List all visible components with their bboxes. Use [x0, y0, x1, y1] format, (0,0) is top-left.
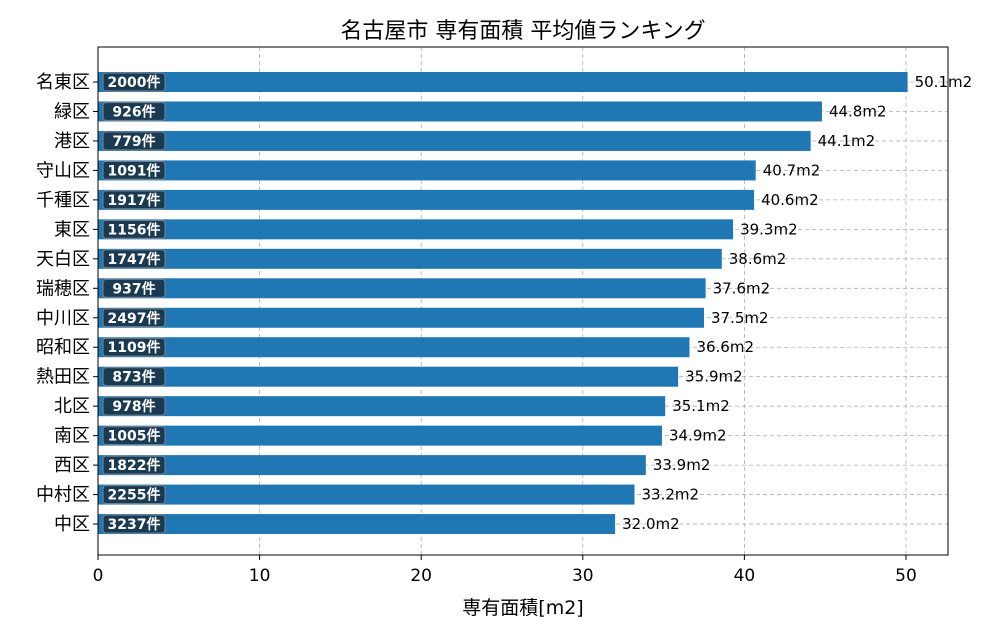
value-label: 37.5m2 — [711, 309, 769, 327]
x-tick-label: 40 — [734, 566, 756, 586]
chart-title: 名古屋市 専有面積 平均値ランキング — [340, 19, 705, 44]
count-label: 937件 — [112, 280, 155, 297]
count-badge — [102, 160, 166, 181]
count-badge — [102, 426, 166, 446]
x-axis-label: 専有面積[m2] — [462, 597, 583, 619]
bar — [98, 248, 722, 269]
y-tick-label: 千種区 — [36, 190, 90, 211]
labels: 50.1m2 2000件 44.8m2 926件 44.1m2 779件 40.7m2 109… — [102, 72, 973, 534]
count-badge — [102, 308, 166, 328]
count-label: 2000件 — [108, 74, 161, 91]
y-tick-label: 北区 — [54, 396, 90, 417]
count-badge — [102, 72, 166, 92]
count-badge — [102, 278, 166, 298]
bar — [98, 425, 662, 446]
count-label: 926件 — [112, 103, 155, 120]
x-tick-label: 30 — [572, 566, 594, 586]
bar — [98, 278, 706, 299]
y-tick-label: 守山区 — [36, 160, 90, 181]
count-badge — [102, 514, 166, 534]
value-label: 35.1m2 — [672, 397, 730, 415]
value-label: 33.2m2 — [642, 486, 700, 504]
x-tick-label: 50 — [895, 566, 917, 586]
bars — [98, 72, 908, 535]
y-tick-label: 昭和区 — [36, 337, 90, 358]
count-label: 1005件 — [108, 428, 161, 445]
value-label: 37.6m2 — [713, 279, 771, 297]
value-label: 39.3m2 — [740, 220, 798, 238]
value-label: 38.6m2 — [729, 250, 787, 268]
count-label: 873件 — [112, 369, 155, 386]
count-badge — [102, 484, 166, 505]
count-badge — [102, 190, 166, 210]
value-label: 34.9m2 — [669, 427, 727, 445]
count-label: 1156件 — [108, 221, 161, 238]
count-label: 3237件 — [108, 516, 161, 533]
count-badge — [102, 455, 166, 475]
y-tick-label: 緑区 — [54, 101, 90, 122]
count-label: 2255件 — [108, 487, 161, 504]
x-axis: 0 10 20 30 40 50 — [93, 555, 917, 586]
bar — [98, 219, 734, 240]
count-badge — [102, 131, 166, 151]
bar — [98, 337, 690, 358]
value-label: 33.9m2 — [653, 456, 711, 474]
bar — [98, 130, 811, 151]
bar — [98, 484, 635, 505]
y-tick-label: 東区 — [54, 219, 90, 240]
value-label: 35.9m2 — [685, 368, 743, 386]
count-label: 2497件 — [108, 310, 161, 327]
y-tick-label: 熱田区 — [36, 367, 90, 388]
value-label: 40.6m2 — [761, 191, 819, 209]
x-tick-label: 10 — [249, 566, 271, 586]
count-badge — [102, 249, 166, 269]
x-tick-label: 20 — [410, 566, 432, 586]
count-label: 1917件 — [108, 192, 161, 209]
bar — [98, 455, 646, 476]
plot-frame — [97, 46, 949, 556]
value-label: 36.6m2 — [696, 338, 754, 356]
value-label: 40.7m2 — [763, 161, 821, 179]
y-tick-label: 中川区 — [36, 308, 90, 329]
y-axis: 名東区緑区港区守山区千種区東区天白区瑞穂区中川区昭和区熱田区北区南区西区中村区中… — [36, 72, 98, 535]
bar — [98, 514, 616, 535]
x-tick-label: 0 — [93, 566, 104, 586]
bar — [98, 307, 704, 328]
y-tick-label: 港区 — [54, 131, 90, 152]
value-label: 44.8m2 — [829, 102, 887, 120]
count-label: 1747件 — [108, 251, 161, 268]
bar — [98, 72, 908, 92]
count-label: 1822件 — [108, 457, 161, 474]
count-label: 1091件 — [108, 162, 161, 179]
bar — [98, 189, 755, 210]
y-tick-label: 南区 — [54, 426, 90, 447]
bar — [98, 101, 822, 122]
y-tick-label: 中村区 — [36, 485, 90, 506]
count-badge — [102, 101, 166, 122]
y-tick-label: 中区 — [54, 514, 90, 535]
bar — [98, 160, 756, 181]
y-tick-label: 名東区 — [36, 72, 90, 93]
count-badge — [102, 219, 166, 239]
value-label: 32.0m2 — [622, 515, 680, 533]
y-tick-label: 瑞穂区 — [36, 278, 90, 299]
value-label: 50.1m2 — [915, 73, 973, 91]
value-label: 44.1m2 — [818, 132, 876, 150]
grid — [97, 47, 948, 555]
count-label: 978件 — [112, 398, 155, 415]
y-tick-label: 西区 — [54, 455, 90, 476]
count-label: 779件 — [112, 133, 155, 150]
count-badge — [102, 337, 166, 357]
bar — [98, 396, 666, 417]
bar — [98, 366, 679, 387]
count-badge — [102, 396, 166, 416]
y-tick-label: 天白区 — [36, 249, 90, 270]
count-badge — [102, 367, 166, 387]
count-label: 1109件 — [108, 339, 161, 356]
